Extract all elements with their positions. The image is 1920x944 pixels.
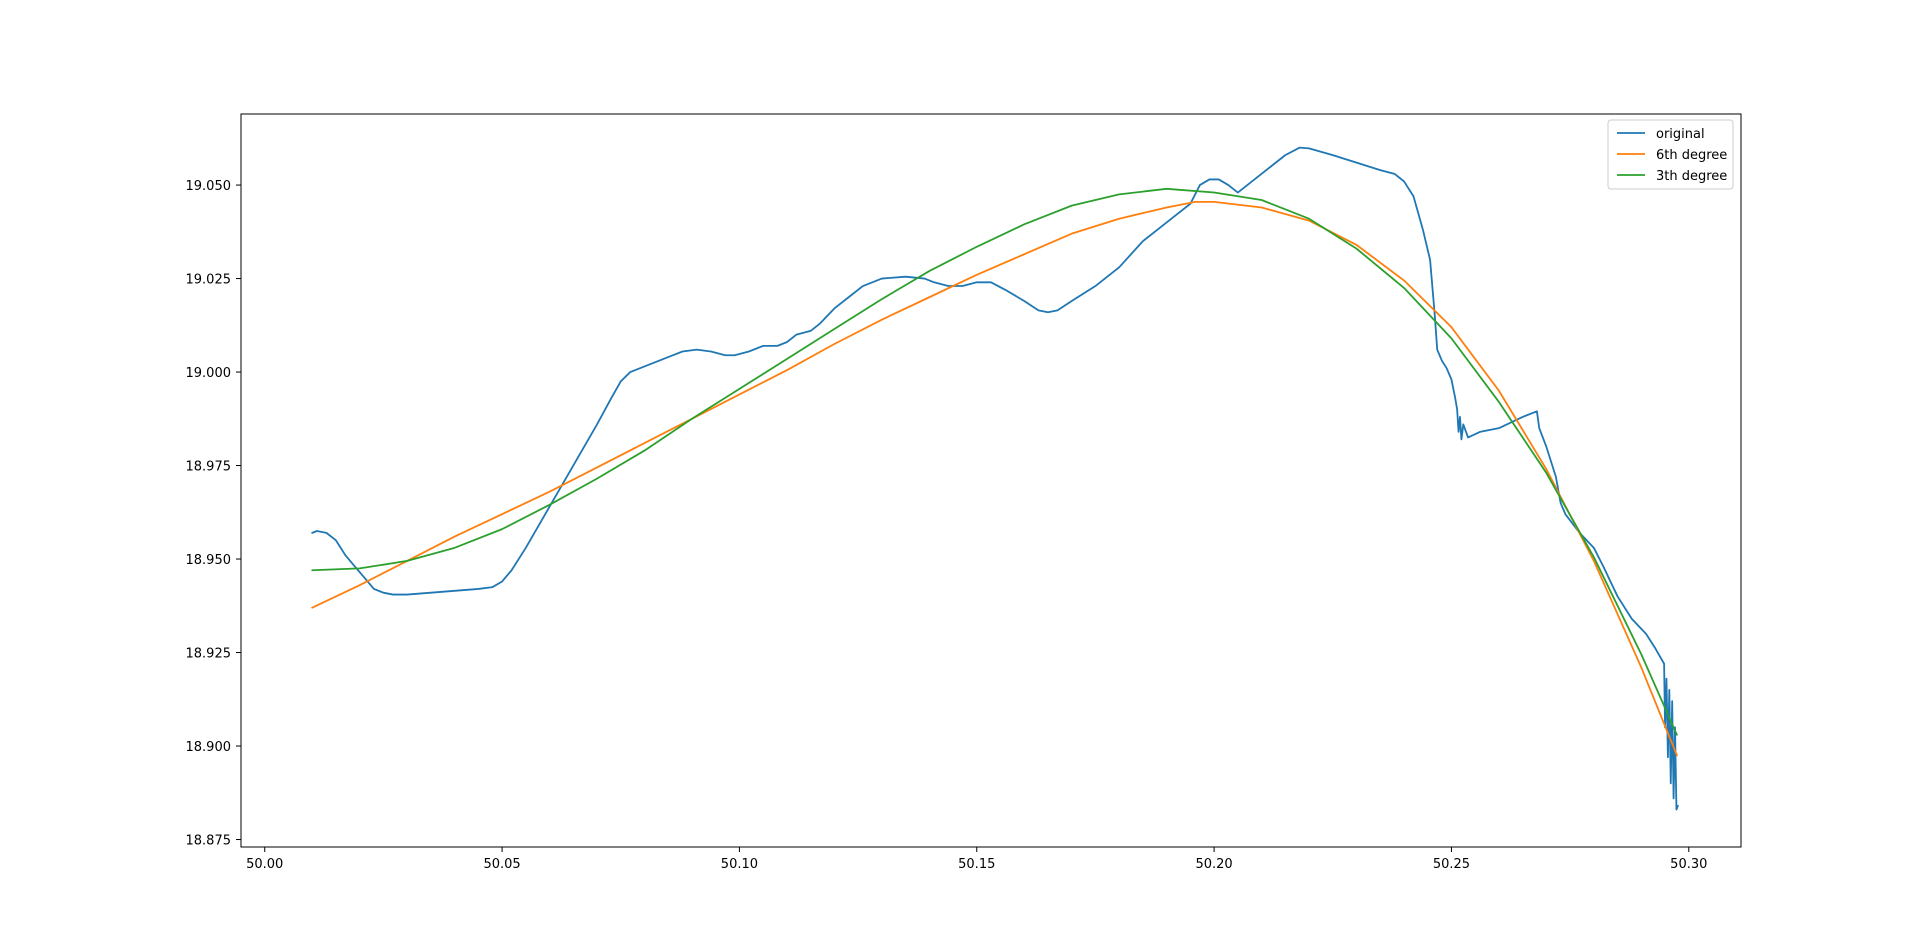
y-axis: 18.875 18.900 18.925 18.950 18.975 19.000 19.0… xyxy=(186,179,241,849)
y-tick-label: 18.950 xyxy=(186,553,232,568)
legend-label: 3th degree xyxy=(1656,169,1727,184)
x-tick-label: 50.15 xyxy=(958,857,995,872)
y-tick-label: 19.050 xyxy=(186,179,232,194)
x-tick-label: 50.25 xyxy=(1433,857,1470,872)
x-tick-label: 50.20 xyxy=(1195,857,1232,872)
x-tick-label: 50.10 xyxy=(721,857,758,872)
x-axis: 50.00 50.05 50.10 50.15 50.20 50.25 50.30 xyxy=(246,847,1707,872)
y-tick-label: 18.975 xyxy=(186,460,232,475)
y-tick-label: 18.925 xyxy=(186,647,232,662)
legend-box xyxy=(1607,119,1734,190)
x-tick-label: 50.05 xyxy=(483,857,520,872)
x-tick-label: 50.30 xyxy=(1670,857,1707,872)
plot-frame xyxy=(240,113,1742,848)
x-tick-label: 50.00 xyxy=(246,857,283,872)
y-tick-label: 18.875 xyxy=(186,834,232,849)
y-tick-label: 18.900 xyxy=(186,740,232,755)
legend-label: 6th degree xyxy=(1656,148,1727,163)
y-tick-label: 19.000 xyxy=(186,366,232,381)
y-tick-label: 19.025 xyxy=(186,273,232,288)
series-line-6th-degree xyxy=(311,200,1678,757)
series-line-original xyxy=(311,146,1679,811)
legend-label: original xyxy=(1656,127,1705,142)
series-layer xyxy=(311,146,1679,811)
series-line-3th-degree xyxy=(311,187,1678,736)
legend: original 6th degree 3th degree xyxy=(1607,119,1734,190)
